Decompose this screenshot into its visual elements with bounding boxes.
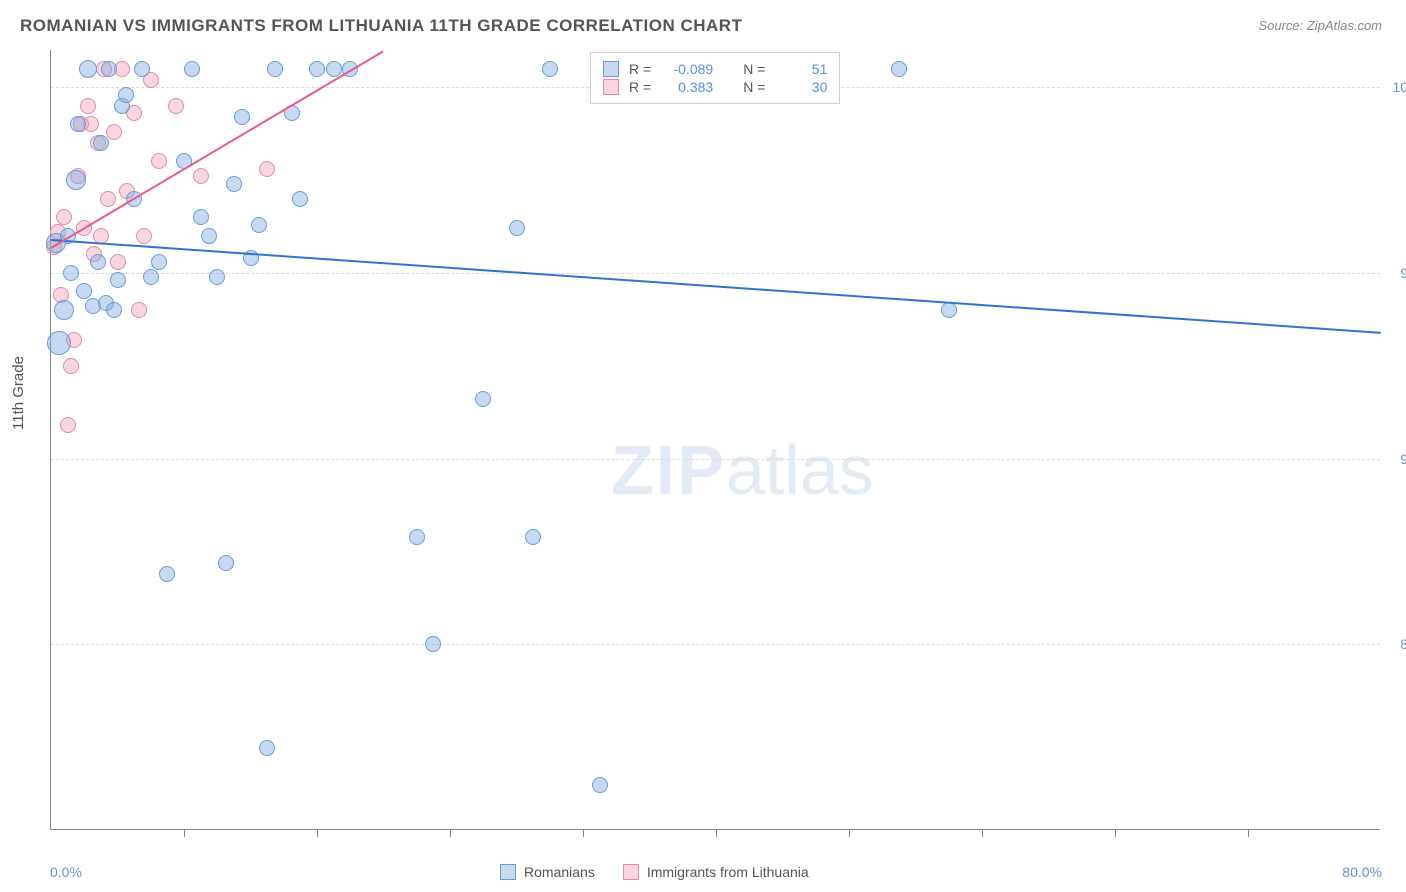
scatter-point-romanian bbox=[54, 300, 74, 320]
gridline-h bbox=[51, 459, 1380, 460]
scatter-point-romanian bbox=[201, 228, 217, 244]
legend-swatch bbox=[603, 79, 619, 95]
scatter-point-romanian bbox=[525, 529, 541, 545]
scatter-point-romanian bbox=[184, 61, 200, 77]
scatter-point-romanian bbox=[143, 269, 159, 285]
stat-value: 51 bbox=[775, 61, 827, 77]
gridline-h bbox=[51, 644, 1380, 645]
stats-row: R = -0.089 N = 51 bbox=[603, 61, 827, 77]
scatter-point-romanian bbox=[941, 302, 957, 318]
x-tick bbox=[583, 829, 584, 837]
scatter-point-romanian bbox=[79, 60, 97, 78]
watermark-bold: ZIP bbox=[611, 431, 726, 509]
scatter-point-romanian bbox=[101, 61, 117, 77]
scatter-point-romanian bbox=[134, 61, 150, 77]
x-tick bbox=[317, 829, 318, 837]
stats-legend: R = -0.089 N = 51 R = 0.383 N = 30 bbox=[590, 52, 840, 104]
stats-row: R = 0.383 N = 30 bbox=[603, 79, 827, 95]
watermark: ZIPatlas bbox=[611, 430, 874, 510]
scatter-point-romanian bbox=[234, 109, 250, 125]
scatter-point-romanian bbox=[267, 61, 283, 77]
stat-value: 0.383 bbox=[661, 79, 713, 95]
scatter-point-romanian bbox=[259, 740, 275, 756]
x-tick bbox=[1115, 829, 1116, 837]
trendline-romanian bbox=[51, 239, 1381, 334]
y-axis-title: 11th Grade bbox=[10, 356, 27, 430]
legend-swatch bbox=[500, 864, 516, 880]
legend-item: Immigrants from Lithuania bbox=[623, 864, 809, 880]
scatter-point-lithuania bbox=[106, 124, 122, 140]
scatter-point-romanian bbox=[542, 61, 558, 77]
scatter-point-romanian bbox=[209, 269, 225, 285]
scatter-point-romanian bbox=[475, 391, 491, 407]
scatter-point-romanian bbox=[47, 331, 71, 355]
legend-swatch bbox=[603, 61, 619, 77]
scatter-point-romanian bbox=[509, 220, 525, 236]
scatter-point-lithuania bbox=[168, 98, 184, 114]
scatter-point-lithuania bbox=[110, 254, 126, 270]
x-tick bbox=[1248, 829, 1249, 837]
scatter-point-romanian bbox=[292, 191, 308, 207]
scatter-point-romanian bbox=[106, 302, 122, 318]
scatter-point-romanian bbox=[891, 61, 907, 77]
scatter-point-romanian bbox=[159, 566, 175, 582]
source-label: Source: ZipAtlas.com bbox=[1258, 18, 1382, 33]
scatter-point-lithuania bbox=[56, 209, 72, 225]
x-tick bbox=[716, 829, 717, 837]
chart-title: ROMANIAN VS IMMIGRANTS FROM LITHUANIA 11… bbox=[20, 16, 742, 36]
y-tick-label: 85.0% bbox=[1400, 636, 1406, 652]
scatter-point-romanian bbox=[63, 265, 79, 281]
watermark-rest: atlas bbox=[726, 431, 874, 509]
gridline-h bbox=[51, 273, 1380, 274]
y-tick-label: 95.0% bbox=[1400, 265, 1406, 281]
legend-label: Romanians bbox=[524, 864, 595, 880]
legend-label: Immigrants from Lithuania bbox=[647, 864, 809, 880]
scatter-point-romanian bbox=[76, 283, 92, 299]
scatter-point-romanian bbox=[309, 61, 325, 77]
stat-value: 30 bbox=[775, 79, 827, 95]
scatter-point-romanian bbox=[251, 217, 267, 233]
scatter-point-lithuania bbox=[100, 191, 116, 207]
scatter-point-romanian bbox=[110, 272, 126, 288]
scatter-point-romanian bbox=[118, 87, 134, 103]
scatter-point-lithuania bbox=[60, 417, 76, 433]
scatter-point-romanian bbox=[90, 254, 106, 270]
legend-item: Romanians bbox=[500, 864, 595, 880]
x-tick bbox=[450, 829, 451, 837]
x-tick bbox=[982, 829, 983, 837]
x-tick bbox=[849, 829, 850, 837]
stat-label: N = bbox=[743, 61, 765, 77]
x-axis-min-label: 0.0% bbox=[50, 864, 82, 880]
scatter-point-lithuania bbox=[151, 153, 167, 169]
y-tick-label: 100.0% bbox=[1393, 79, 1406, 95]
x-tick bbox=[184, 829, 185, 837]
y-tick-label: 90.0% bbox=[1400, 451, 1406, 467]
plot-area: ZIPatlas 85.0%90.0%95.0%100.0% bbox=[50, 50, 1380, 830]
scatter-point-lithuania bbox=[136, 228, 152, 244]
scatter-point-romanian bbox=[592, 777, 608, 793]
scatter-point-lithuania bbox=[259, 161, 275, 177]
scatter-point-lithuania bbox=[63, 358, 79, 374]
legend-swatch bbox=[623, 864, 639, 880]
scatter-point-romanian bbox=[66, 170, 86, 190]
stat-value: -0.089 bbox=[661, 61, 713, 77]
scatter-point-lithuania bbox=[193, 168, 209, 184]
scatter-point-romanian bbox=[93, 135, 109, 151]
series-legend: Romanians Immigrants from Lithuania bbox=[500, 864, 809, 880]
scatter-point-romanian bbox=[425, 636, 441, 652]
scatter-point-romanian bbox=[218, 555, 234, 571]
scatter-point-lithuania bbox=[131, 302, 147, 318]
scatter-point-romanian bbox=[151, 254, 167, 270]
x-axis-max-label: 80.0% bbox=[1342, 864, 1382, 880]
scatter-point-romanian bbox=[226, 176, 242, 192]
stat-label: R = bbox=[629, 79, 651, 95]
scatter-point-romanian bbox=[326, 61, 342, 77]
stat-label: N = bbox=[743, 79, 765, 95]
scatter-point-lithuania bbox=[80, 98, 96, 114]
scatter-point-romanian bbox=[409, 529, 425, 545]
scatter-point-romanian bbox=[70, 116, 86, 132]
stat-label: R = bbox=[629, 61, 651, 77]
scatter-point-romanian bbox=[193, 209, 209, 225]
